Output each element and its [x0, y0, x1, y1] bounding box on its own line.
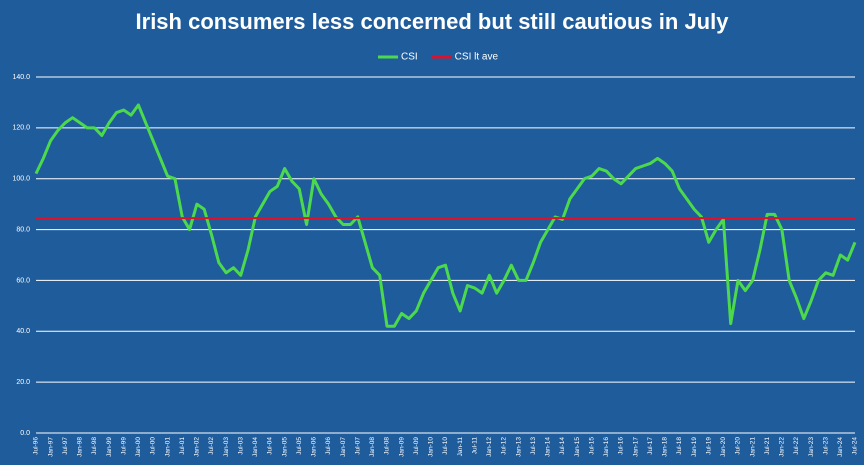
- y-tick-label: 40.0: [16, 328, 30, 335]
- x-tick-label: Jan-13: [515, 437, 522, 457]
- x-tick-label: Jan-02: [194, 437, 201, 457]
- x-tick-label: Jul-24: [852, 437, 859, 455]
- x-tick-label: Jan-11: [457, 437, 464, 457]
- x-tick-label: Jan-12: [486, 437, 493, 457]
- x-tick-label: Jan-19: [691, 437, 698, 457]
- x-tick-label: Jul-07: [354, 437, 361, 455]
- x-tick-label: Jan-23: [808, 437, 815, 457]
- x-tick-label: Jul-97: [62, 437, 69, 455]
- x-tick-label: Jan-05: [281, 437, 288, 457]
- legend-label: CSI: [401, 52, 418, 63]
- x-tick-label: Jan-14: [545, 437, 552, 457]
- x-tick-label: Jan-22: [779, 437, 786, 457]
- y-tick-label: 0.0: [20, 430, 30, 437]
- x-tick-label: Jan-17: [632, 437, 639, 457]
- x-tick-label: Jul-09: [413, 437, 420, 455]
- x-tick-label: Jul-16: [618, 437, 625, 455]
- x-tick-label: Jul-08: [384, 437, 391, 455]
- x-tick-label: Jul-13: [530, 437, 537, 455]
- x-tick-label: Jan-07: [340, 437, 347, 457]
- x-tick-label: Jan-03: [223, 437, 230, 457]
- x-tick-label: Jan-18: [662, 437, 669, 457]
- chart-title: Irish consumers less concerned but still…: [136, 9, 730, 34]
- x-tick-label: Jan-98: [77, 437, 84, 457]
- x-tick-label: Jan-16: [603, 437, 610, 457]
- y-tick-label: 120.0: [12, 125, 30, 132]
- y-tick-label: 140.0: [12, 74, 30, 81]
- legend-label: CSI lt ave: [455, 52, 499, 63]
- x-tick-label: Jan-08: [369, 437, 376, 457]
- x-tick-label: Jan-20: [720, 437, 727, 457]
- x-tick-label: Jan-06: [311, 437, 318, 457]
- x-tick-label: Jul-20: [735, 437, 742, 455]
- x-tick-label: Jan-15: [574, 437, 581, 457]
- x-tick-label: Jul-14: [559, 437, 566, 455]
- x-tick-label: Jul-96: [33, 437, 40, 455]
- x-tick-label: Jul-00: [150, 437, 157, 455]
- x-tick-label: Jul-19: [705, 437, 712, 455]
- x-tick-label: Jul-17: [647, 437, 654, 455]
- x-tick-label: Jan-10: [428, 437, 435, 457]
- x-tick-label: Jul-10: [442, 437, 449, 455]
- x-tick-label: Jul-11: [471, 437, 478, 455]
- x-tick-label: Jan-24: [837, 437, 844, 457]
- x-tick-label: Jul-23: [822, 437, 829, 455]
- x-tick-label: Jan-21: [749, 437, 756, 457]
- x-tick-label: Jul-99: [120, 437, 127, 455]
- x-tick-label: Jul-15: [588, 437, 595, 455]
- y-tick-label: 80.0: [16, 226, 30, 233]
- x-tick-label: Jul-03: [237, 437, 244, 455]
- y-tick-label: 100.0: [12, 176, 30, 183]
- x-tick-label: Jul-05: [296, 437, 303, 455]
- x-tick-label: Jul-01: [179, 437, 186, 455]
- x-tick-label: Jul-98: [91, 437, 98, 455]
- x-tick-label: Jul-04: [267, 437, 274, 455]
- x-tick-label: Jan-09: [398, 437, 405, 457]
- x-tick-label: Jul-06: [325, 437, 332, 455]
- x-tick-label: Jul-22: [793, 437, 800, 455]
- x-tick-label: Jul-02: [208, 437, 215, 455]
- y-tick-label: 60.0: [16, 277, 30, 284]
- x-tick-label: Jan-99: [106, 437, 113, 457]
- x-tick-label: Jan-00: [135, 437, 142, 457]
- x-tick-label: Jan-97: [47, 437, 54, 457]
- x-tick-label: Jan-01: [164, 437, 171, 457]
- x-tick-label: Jan-04: [252, 437, 259, 457]
- x-tick-label: Jul-21: [764, 437, 771, 455]
- y-tick-label: 20.0: [16, 379, 30, 386]
- x-tick-label: Jul-18: [676, 437, 683, 455]
- x-tick-label: Jul-12: [501, 437, 508, 455]
- csi-line: [34, 103, 857, 328]
